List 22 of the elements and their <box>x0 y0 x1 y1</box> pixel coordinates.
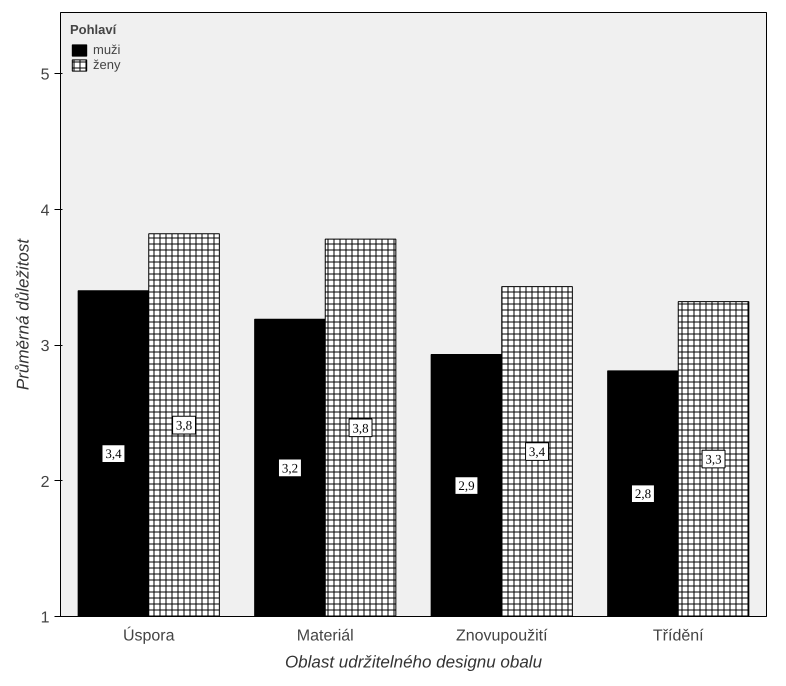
y-tick-label: 3 <box>40 338 50 356</box>
y-tick-label: 2 <box>40 474 50 491</box>
data-label: 3,8 <box>352 420 369 436</box>
data-label: 2,8 <box>634 486 652 502</box>
x-axis-title: Oblast udržitelného designu obalu <box>284 652 543 672</box>
data-label: 3,4 <box>105 446 122 462</box>
data-label: 3,8 <box>176 418 192 433</box>
legend-label: muži <box>93 42 120 57</box>
x-tick-label: Třídění <box>652 628 704 644</box>
data-label: 3,3 <box>705 452 722 467</box>
x-tick-label: Úspora <box>122 626 175 644</box>
legend-label: ženy <box>93 57 120 72</box>
data-label: 2,9 <box>458 478 475 494</box>
data-label: 3,4 <box>528 444 546 460</box>
data-label: 3,2 <box>282 460 298 476</box>
x-tick-label: Znovupoužití <box>456 628 548 644</box>
legend-title: Pohlaví <box>70 22 118 37</box>
y-axis-title: Průměrná důležitost <box>14 238 33 390</box>
y-tick-label: 5 <box>40 66 50 84</box>
x-tick-label: Materiál <box>296 628 354 644</box>
y-tick-label: 4 <box>40 202 50 220</box>
y-tick-label: 1 <box>40 610 50 626</box>
